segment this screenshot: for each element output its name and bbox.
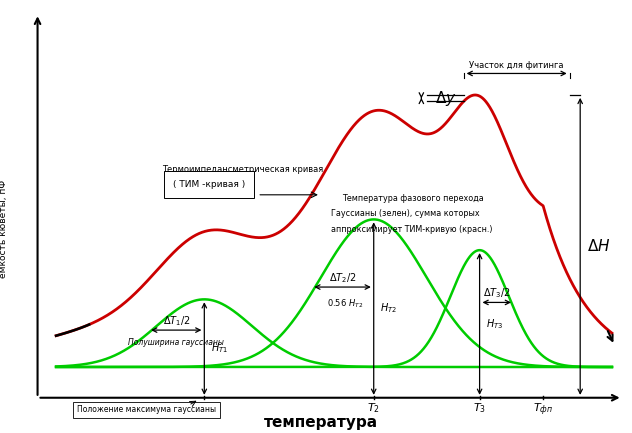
Text: $H_{T3}$: $H_{T3}$	[486, 317, 503, 331]
Text: $H_{T1}$: $H_{T1}$	[210, 342, 228, 355]
Text: $\Delta H$: $\Delta H$	[586, 238, 610, 254]
Text: емкость кюветы, пФ: емкость кюветы, пФ	[0, 180, 8, 278]
Text: $H_{T2}$: $H_{T2}$	[380, 302, 397, 316]
Text: ( ТИМ -кривая ): ( ТИМ -кривая )	[173, 180, 245, 189]
Text: $\Delta T_1/2$: $\Delta T_1/2$	[162, 314, 190, 328]
Text: Полуширина гауссианы: Полуширина гауссианы	[128, 338, 224, 347]
Text: Участок для фитинга: Участок для фитинга	[470, 61, 564, 71]
Text: аппроксимирует ТИМ-кривую (красн.): аппроксимирует ТИМ-кривую (красн.)	[331, 225, 493, 234]
Text: Термоимпедансметрическая кривая: Термоимпедансметрическая кривая	[162, 165, 323, 174]
Text: $\Delta T_2/2$: $\Delta T_2/2$	[329, 271, 356, 284]
Text: температура: температура	[264, 415, 378, 430]
Text: $0.56\ H_{T2}$: $0.56\ H_{T2}$	[327, 298, 363, 310]
Text: $T_{фп}$: $T_{фп}$	[533, 401, 553, 418]
Text: Гауссианы (зелен), сумма которых: Гауссианы (зелен), сумма которых	[331, 209, 480, 218]
Text: $T_3$: $T_3$	[473, 401, 486, 415]
Text: $\Delta T_3/2$: $\Delta T_3/2$	[483, 286, 511, 300]
Text: $T_1$: $T_1$	[198, 401, 211, 415]
Text: Положение максимума гауссианы: Положение максимума гауссианы	[77, 405, 216, 414]
Text: $\Delta y$: $\Delta y$	[435, 89, 456, 108]
Text: $T_2$: $T_2$	[367, 401, 380, 415]
Text: Температура фазового перехода: Температура фазового перехода	[342, 194, 483, 203]
